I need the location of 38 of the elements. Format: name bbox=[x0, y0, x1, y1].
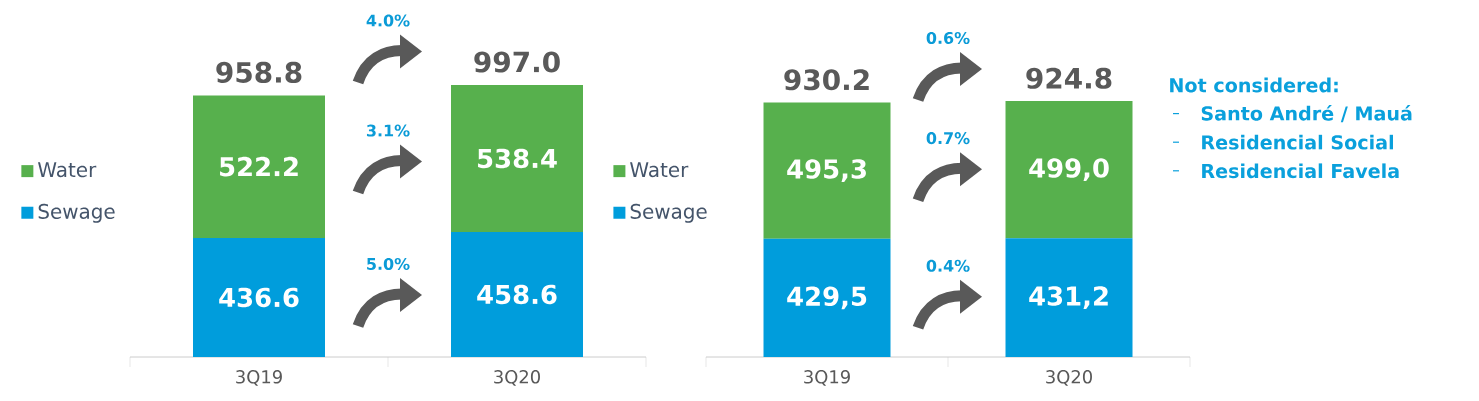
data-label: 436.6 bbox=[219, 287, 299, 308]
data-label: 431,2 bbox=[1029, 286, 1108, 310]
bar bbox=[451, 231, 583, 357]
total-label: 997.0 bbox=[474, 51, 560, 73]
legend-label: Water bbox=[630, 162, 689, 178]
bar bbox=[763, 102, 891, 239]
data-label: 458.6 bbox=[477, 284, 557, 305]
data-label: 499,0 bbox=[1029, 158, 1109, 182]
x-tick-label: 3Q20 bbox=[1046, 370, 1092, 386]
bar bbox=[193, 237, 325, 357]
legend-label: Water bbox=[38, 162, 97, 178]
bar bbox=[1005, 238, 1133, 357]
annotation: 3.1% bbox=[366, 124, 410, 137]
text: Residencial Favela bbox=[1202, 163, 1399, 179]
bar bbox=[451, 84, 583, 232]
data-label: 495,3 bbox=[787, 159, 866, 183]
annotation: 5.0% bbox=[367, 257, 410, 270]
text: Not considered: bbox=[1170, 77, 1338, 93]
x-tick-label: 3Q19 bbox=[236, 370, 282, 386]
data-label: 538.4 bbox=[478, 148, 557, 169]
x-tick-label: 3Q19 bbox=[804, 370, 850, 386]
total-label: 958.8 bbox=[216, 61, 302, 83]
legend-label: Sewage bbox=[38, 203, 115, 223]
annotation: 0.4% bbox=[926, 259, 970, 272]
data-label: 522.2 bbox=[220, 156, 298, 177]
text: 0.6% bbox=[926, 31, 970, 44]
text: Santo André / Mauá bbox=[1201, 105, 1412, 123]
annotation: 924.8 bbox=[1026, 67, 1112, 89]
text: 4.0% bbox=[366, 14, 410, 27]
legend-label: Sewage bbox=[630, 203, 707, 223]
x-tick-label: 3Q20 bbox=[494, 370, 540, 386]
data-label: 429,5 bbox=[787, 286, 867, 310]
bar bbox=[193, 95, 325, 238]
bar bbox=[763, 238, 891, 357]
annotation: 0.7% bbox=[926, 132, 970, 145]
text: Residencial Social bbox=[1202, 134, 1394, 150]
annotation: 930.2 bbox=[784, 69, 869, 91]
bar bbox=[1005, 101, 1133, 239]
